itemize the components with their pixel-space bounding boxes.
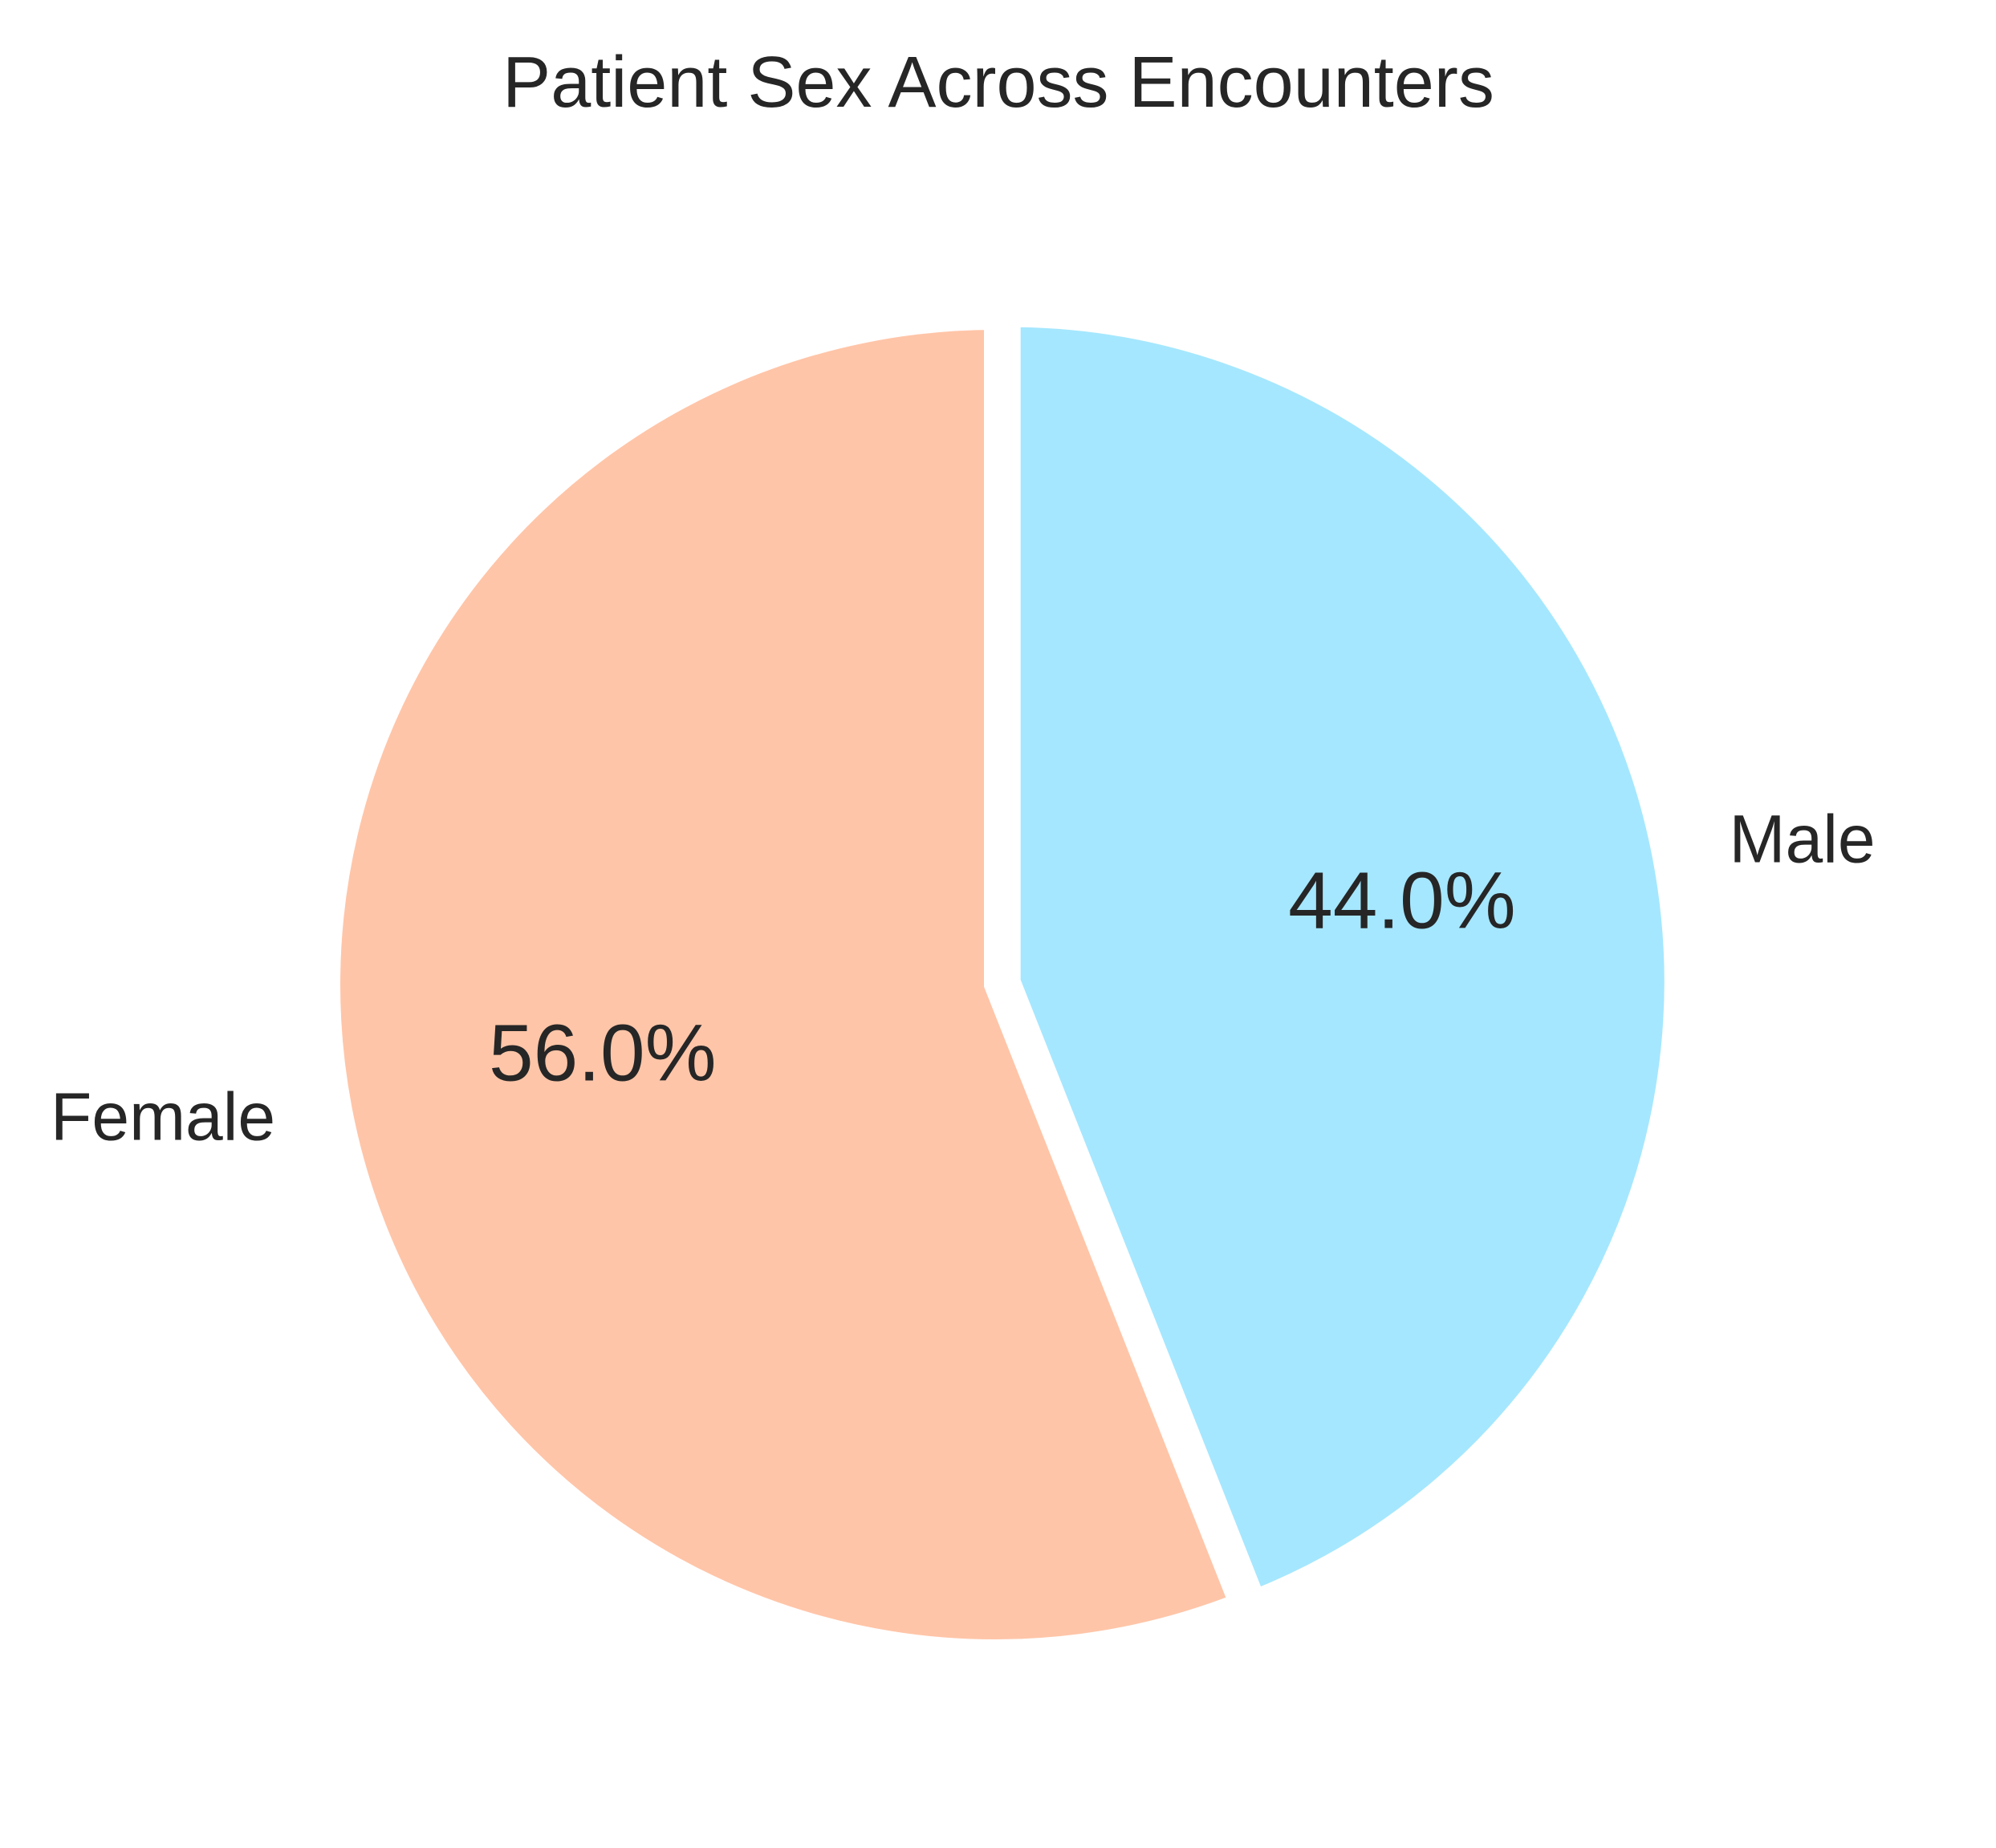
slice-label-male: Male [1730,802,1876,877]
pie-slice-female [318,307,1255,1662]
chart-title: Patient Sex Across Encounters [502,43,1494,123]
pie-labels: Male 44.0% Female 56.0% [51,802,1876,1155]
pie-slices [318,304,1687,1662]
slice-percent-female: 56.0% [489,1009,717,1099]
slice-percent-male: 44.0% [1288,856,1516,946]
pie-slice-male [998,304,1687,1616]
slice-label-female: Female [51,1078,275,1154]
